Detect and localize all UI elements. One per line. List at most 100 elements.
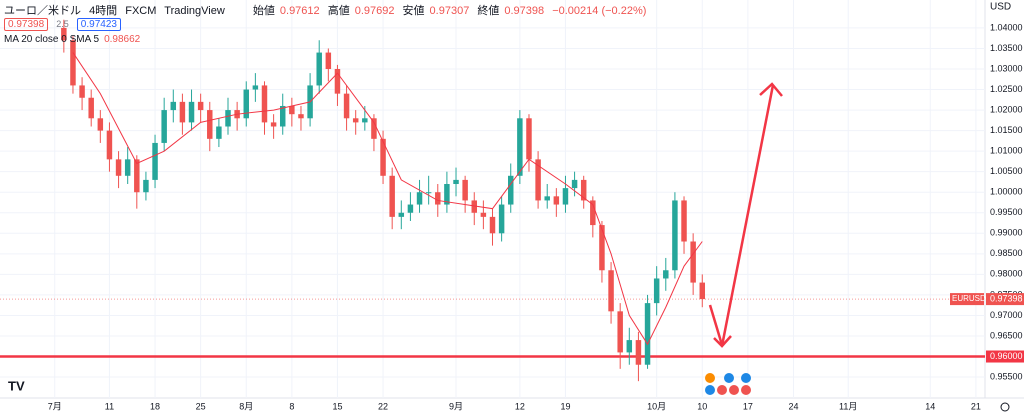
- candle-body: [590, 200, 596, 226]
- candle-body: [380, 138, 386, 176]
- candle-body: [435, 192, 441, 205]
- event-icon: [741, 385, 751, 395]
- candle-body: [152, 142, 158, 180]
- candle-body: [608, 270, 614, 312]
- candle-body: [243, 89, 249, 119]
- y-tick-label: 0.98000: [990, 269, 1023, 279]
- candle-body: [161, 110, 167, 143]
- x-tick-label: 10月: [647, 401, 666, 411]
- last-price-bg: [986, 293, 1024, 306]
- event-icon: [705, 385, 715, 395]
- candle-body: [453, 179, 459, 185]
- candle-body: [517, 118, 523, 176]
- candle-body: [498, 204, 505, 234]
- candle-body: [179, 101, 186, 123]
- event-icon: [729, 385, 739, 395]
- candle-body: [480, 212, 487, 217]
- x-tick-label: 9月: [449, 401, 463, 411]
- candle-body: [508, 175, 514, 205]
- candle-body: [97, 118, 104, 131]
- event-icon: [724, 373, 734, 383]
- broker: FXCM: [125, 5, 157, 17]
- candle-body: [170, 101, 177, 111]
- candle-body: [599, 225, 605, 271]
- x-tick-label: 14: [925, 401, 935, 411]
- x-tick-label: 10: [697, 401, 707, 411]
- candle-body: [663, 270, 669, 279]
- open-label: 始値: [252, 5, 275, 17]
- candle-body: [544, 196, 550, 201]
- candle-body: [444, 184, 450, 205]
- last-price-name-bg: [950, 293, 984, 306]
- tv-logo: TV: [8, 378, 25, 393]
- event-icon: [741, 373, 751, 383]
- x-tick-label: 17: [743, 401, 753, 411]
- y-tick-label: 0.99000: [990, 228, 1023, 238]
- candle-body: [371, 118, 377, 139]
- candle-body: [70, 40, 76, 86]
- x-tick-label: 22: [378, 401, 388, 411]
- event-icon: [717, 385, 727, 395]
- spread: 2.5: [56, 19, 69, 29]
- high: 0.97692: [354, 5, 395, 17]
- y-tick-label: 0.95500: [990, 371, 1023, 381]
- x-tick-label: 15: [332, 401, 342, 411]
- candle-body: [690, 241, 696, 283]
- candle-body: [115, 159, 122, 176]
- candle-body: [489, 216, 496, 234]
- y-tick-label: 0.99500: [990, 207, 1023, 217]
- low: 0.97307: [429, 5, 470, 17]
- level-label: 0.96000: [990, 351, 1023, 361]
- annotation-arrows: [708, 82, 783, 348]
- candle-body: [535, 159, 541, 201]
- candle-body: [471, 200, 477, 213]
- candle-body: [425, 192, 432, 194]
- arrow-up: [720, 84, 775, 347]
- last-price-name: EURUSD: [952, 294, 986, 303]
- candle-body: [343, 93, 350, 119]
- candle-body: [252, 85, 259, 90]
- indicator-row: MA 20 close 0 SMA 5 0.98662: [4, 34, 145, 45]
- close-label: 終値: [477, 5, 500, 17]
- y-tick-label: 1.04000: [990, 22, 1023, 32]
- x-tick-label: 12: [515, 401, 525, 411]
- candle-body: [644, 303, 651, 365]
- candle-body: [635, 340, 642, 365]
- plot: [0, 0, 985, 398]
- candle-body: [617, 311, 623, 353]
- candle-body: [571, 179, 578, 189]
- settings-icon[interactable]: [1000, 402, 1010, 412]
- candle-body: [580, 179, 587, 201]
- indicator-value: 0.98662: [104, 34, 141, 45]
- candle-body: [279, 105, 286, 127]
- x-tick-label: 8: [289, 401, 294, 411]
- candle-body: [143, 179, 149, 193]
- header: ユーロ／米ドル 4時間 FXCM TradingView 始値 0.97612 高…: [4, 2, 651, 18]
- y-tick-label: 1.00500: [990, 166, 1023, 176]
- indicator: MA 20 close 0 SMA 5: [4, 34, 100, 45]
- close: 0.97398: [504, 5, 545, 17]
- candle-body: [389, 175, 395, 217]
- x-tick-label: 11月: [839, 401, 857, 411]
- candle-body: [672, 200, 678, 271]
- y-tick-label: 1.01500: [990, 125, 1023, 135]
- candle-body: [124, 159, 131, 176]
- event-icons: [705, 373, 751, 395]
- candle-body: [526, 118, 532, 160]
- candle-body: [681, 200, 687, 242]
- ask[interactable]: 0.97423: [76, 18, 121, 31]
- y-tick-label: 0.98500: [990, 248, 1023, 258]
- change: −0.00214 (−0.22%): [552, 5, 647, 17]
- quote-row: 0.97398 2.5 0.97423: [4, 18, 126, 31]
- x-tick-label: 25: [196, 401, 206, 411]
- candle-body: [316, 52, 322, 86]
- candle-body: [79, 85, 85, 98]
- candle-body: [270, 122, 277, 127]
- x-tick-label: 19: [560, 401, 570, 411]
- y-tick-label: 1.01000: [990, 146, 1023, 156]
- x-tick-label: 21: [971, 401, 981, 411]
- last-price-label: 0.97398: [990, 293, 1023, 303]
- candle-body: [462, 179, 468, 201]
- candle-body: [225, 110, 231, 127]
- bid[interactable]: 0.97398: [4, 18, 49, 31]
